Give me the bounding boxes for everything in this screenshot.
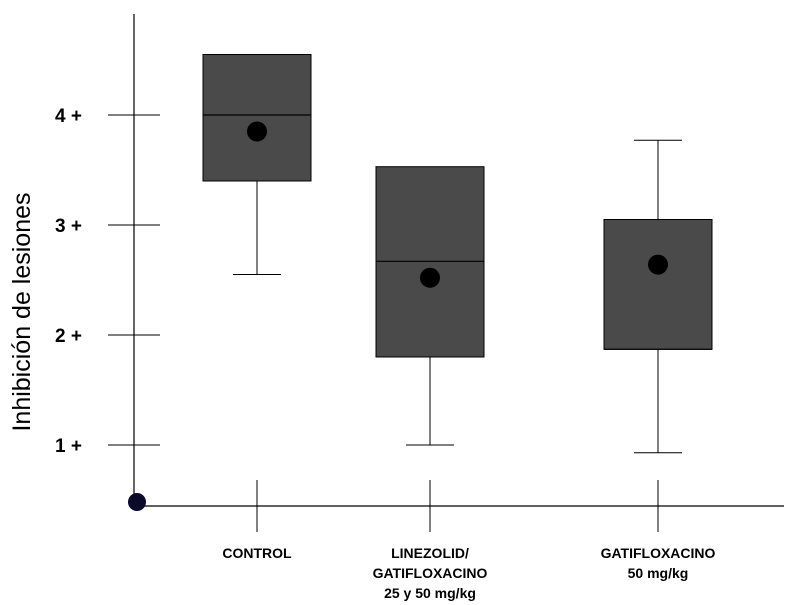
- y-tick-label: 4 +: [55, 106, 82, 127]
- y-tick-label: 3 +: [55, 216, 82, 237]
- iqr-box: [202, 54, 312, 182]
- category-label: GATIFLOXACINO: [373, 565, 488, 581]
- box-group: [202, 54, 312, 275]
- y-tick-label: 2 +: [55, 326, 82, 347]
- mean-marker: [247, 121, 267, 142]
- category-label: CONTROL: [222, 545, 292, 561]
- y-axis-label: Inhibición de lesiones: [8, 192, 36, 431]
- category-label: 25 y 50 mg/kg: [384, 585, 476, 601]
- box-group: [375, 166, 485, 446]
- box-group: [603, 139, 713, 454]
- category-label: 50 mg/kg: [628, 565, 689, 581]
- y-tick-label: 1 +: [55, 436, 82, 457]
- box-series: [202, 54, 713, 454]
- origin-marker: [128, 493, 146, 511]
- category-labels: CONTROL LINEZOLID/GATIFLOXACINO 25 y 50 mg…: [222, 545, 715, 601]
- category-label: LINEZOLID/: [391, 545, 469, 561]
- mean-marker: [648, 254, 668, 275]
- category-label: GATIFLOXACINO: [601, 545, 716, 561]
- mean-marker: [420, 267, 440, 288]
- axes: 1 + 2 + 3 + 4 +: [55, 14, 784, 532]
- iqr-box: [603, 219, 713, 350]
